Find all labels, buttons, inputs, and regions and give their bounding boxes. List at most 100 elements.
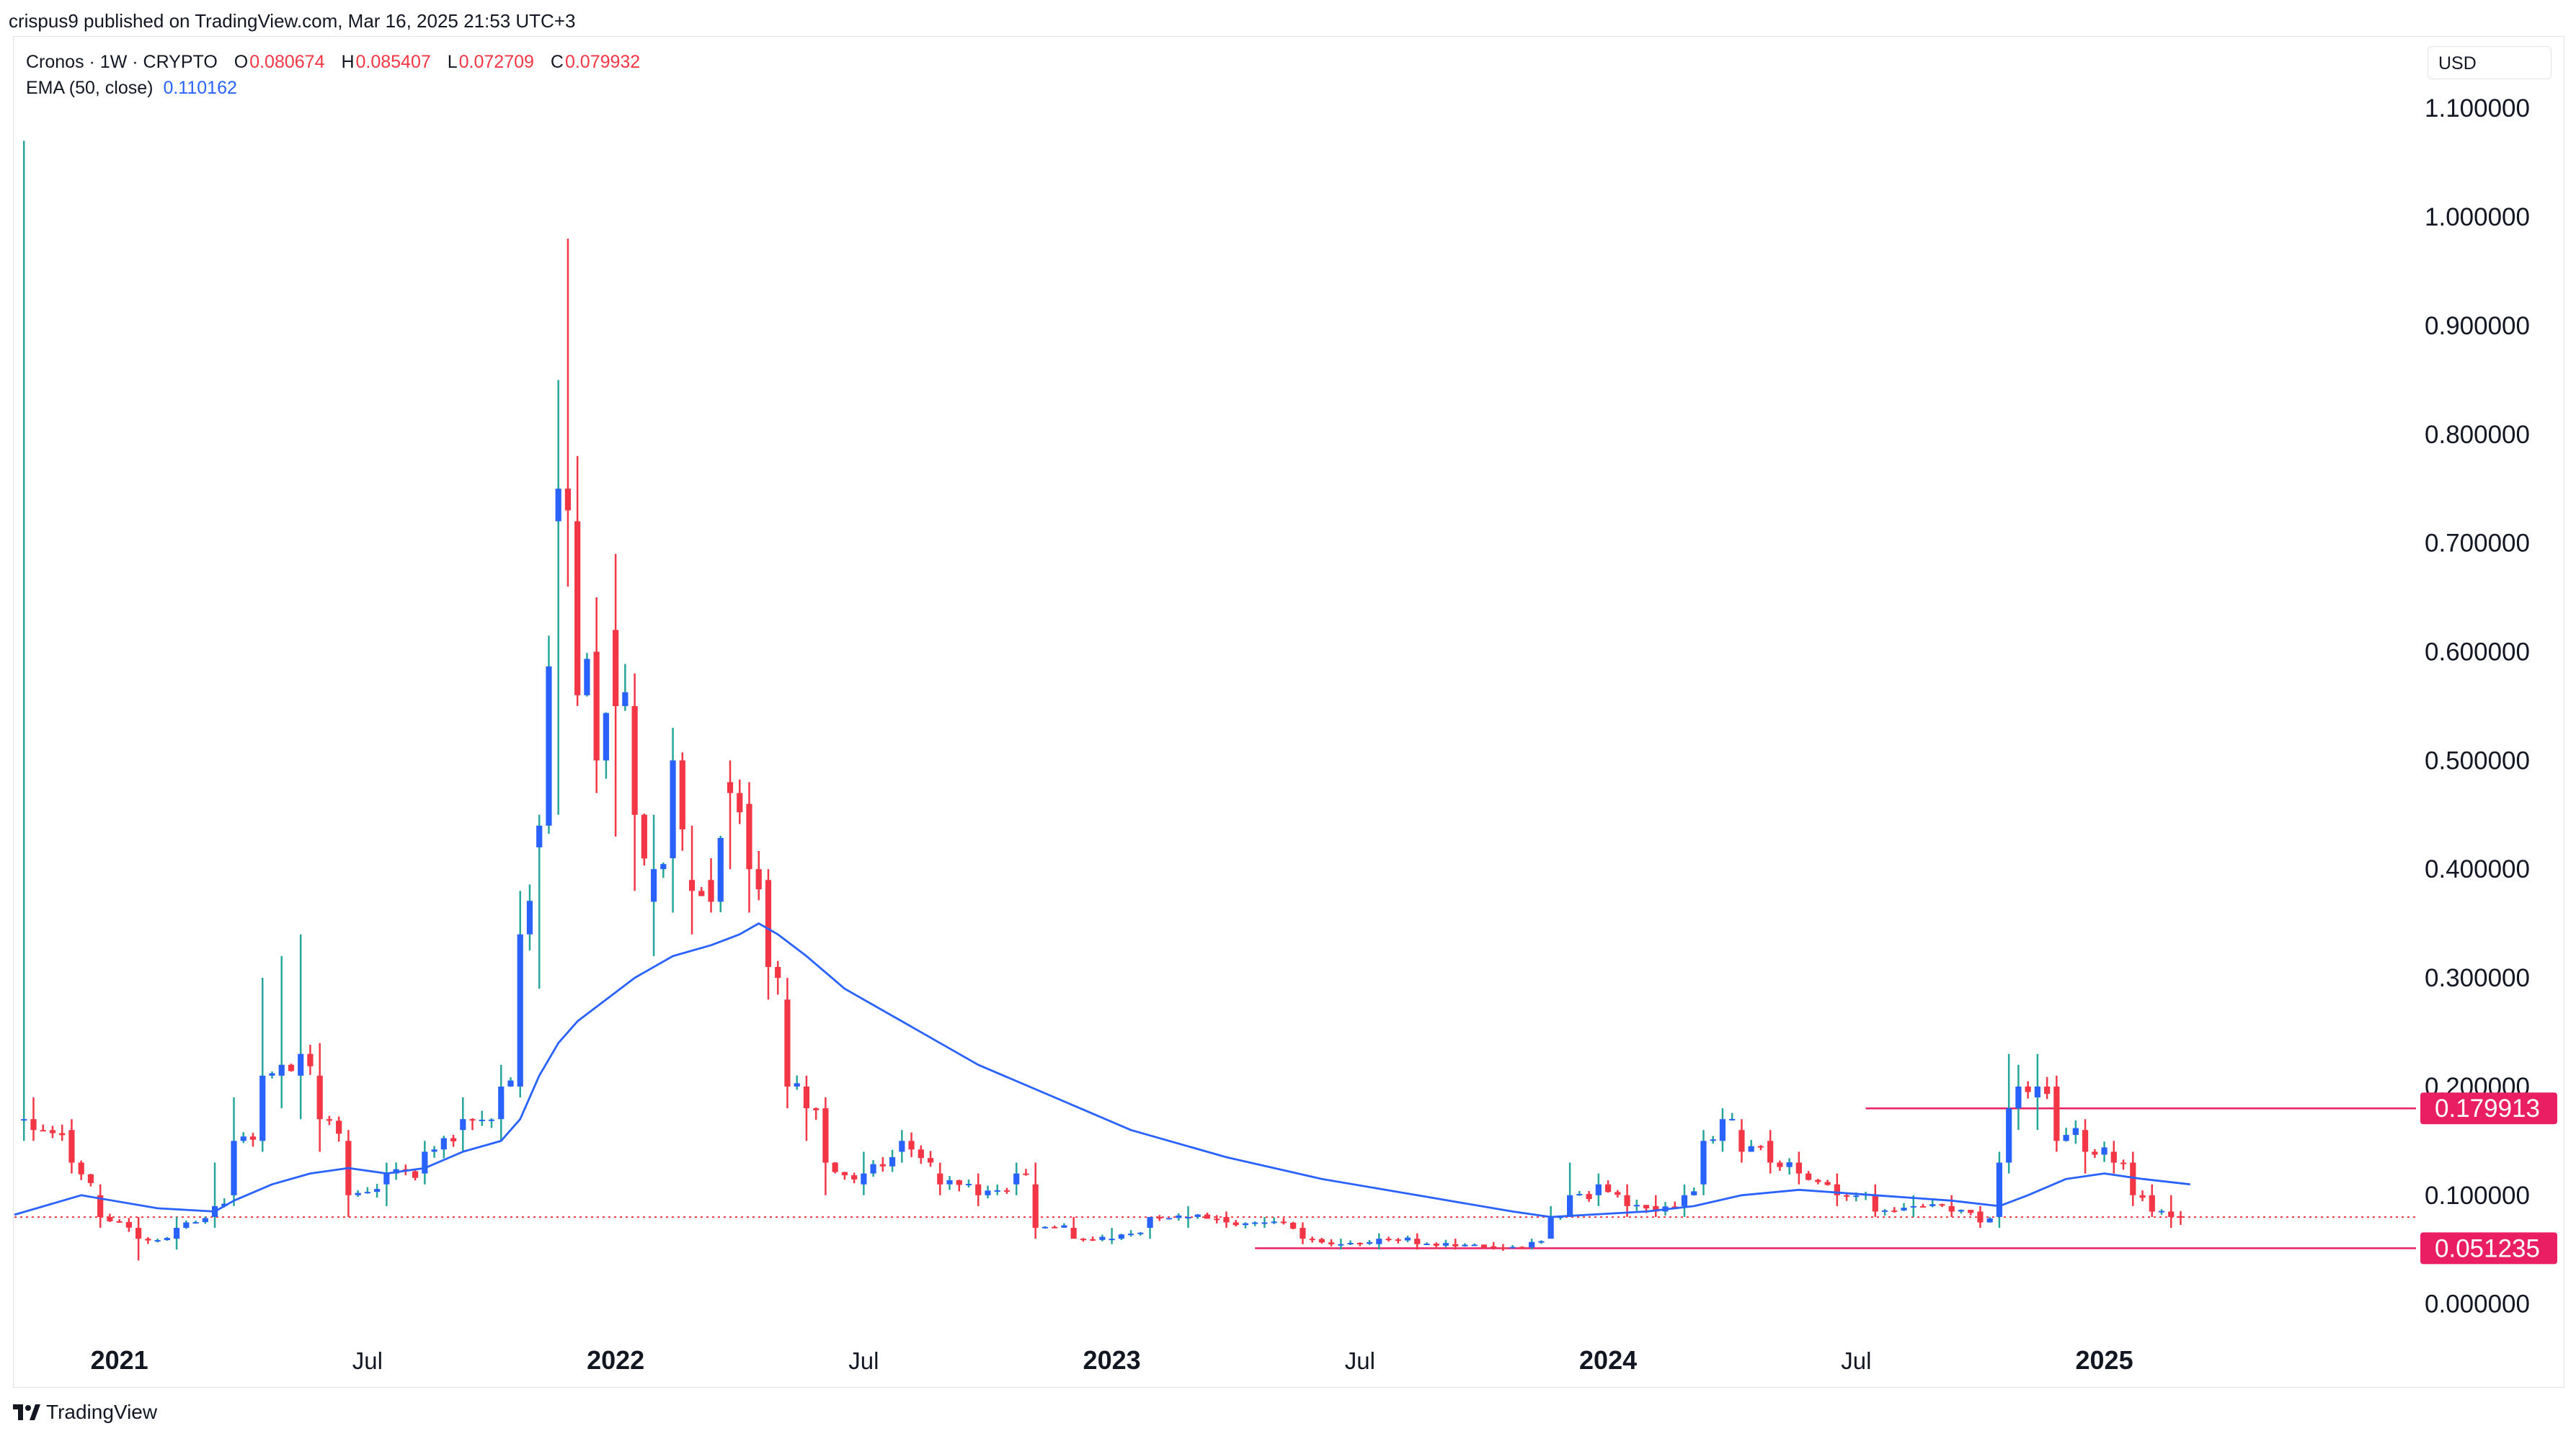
tradingview-footer: TradingView — [13, 1401, 157, 1424]
candle-body — [603, 713, 609, 761]
price-tick-label: 0.900000 — [2425, 312, 2530, 340]
candle-body — [145, 1239, 151, 1241]
candle-body — [1901, 1208, 1907, 1211]
candle-body — [1671, 1206, 1678, 1208]
candle-body — [708, 880, 714, 902]
candle-body — [574, 521, 581, 695]
candle-body — [841, 1172, 848, 1176]
candle-body — [192, 1222, 199, 1224]
low-value: 0.072709 — [458, 52, 534, 72]
candle-body — [460, 1119, 466, 1131]
candle-body — [1099, 1236, 1106, 1240]
candle-body — [2044, 1086, 2051, 1095]
candle-body — [1948, 1205, 1955, 1212]
candle-body — [1567, 1195, 1573, 1217]
candle-body — [154, 1240, 161, 1242]
candle-body — [1032, 1184, 1039, 1229]
candle-body — [364, 1192, 370, 1194]
candle-body — [326, 1119, 333, 1121]
candle-body — [1404, 1237, 1411, 1241]
candle-body — [584, 659, 590, 695]
candle-body — [536, 825, 543, 848]
candle-body — [2149, 1195, 2155, 1212]
candle-body — [1968, 1210, 1974, 1213]
candle-body — [1881, 1210, 1888, 1212]
candle-body — [1748, 1146, 1754, 1152]
candle-body — [479, 1119, 485, 1121]
candle-body — [507, 1080, 514, 1087]
candle-body — [679, 760, 685, 829]
symbol-label[interactable]: Cronos · 1W · CRYPTO — [26, 52, 218, 72]
close-label: C — [550, 52, 564, 72]
candle-body — [631, 705, 638, 815]
candle-body — [30, 1119, 37, 1131]
candle-body — [2053, 1086, 2060, 1141]
candle-body — [1013, 1173, 1020, 1185]
candle-body — [1615, 1192, 1621, 1195]
pane-border — [13, 36, 2564, 37]
candle-body — [660, 864, 667, 870]
candle-body — [737, 793, 743, 813]
candle-body — [1233, 1222, 1239, 1226]
candle-body — [1185, 1216, 1191, 1218]
candle-body — [861, 1173, 867, 1185]
candle-body — [794, 1083, 800, 1087]
candle-body — [1576, 1194, 1583, 1196]
candle-body — [355, 1192, 361, 1195]
candle-body — [183, 1222, 190, 1229]
time-tick-label: Jul — [848, 1347, 879, 1374]
candle-body — [288, 1064, 295, 1071]
candle-body — [498, 1086, 505, 1120]
candle-body — [1509, 1247, 1516, 1249]
candle-body — [1109, 1239, 1115, 1241]
chart-legend: Cronos · 1W · CRYPTO O0.080674 H0.085407… — [26, 49, 652, 101]
time-tick-label: 2023 — [1083, 1345, 1141, 1375]
candle-body — [1777, 1162, 1783, 1167]
pane-border — [13, 36, 14, 1388]
candle-body — [1757, 1146, 1764, 1148]
candle-body — [1624, 1195, 1630, 1206]
ema-legend-row[interactable]: EMA (50, close) 0.110162 — [26, 75, 652, 101]
candle-body — [307, 1053, 314, 1066]
candle-body — [1547, 1216, 1554, 1239]
candle-body — [1080, 1239, 1086, 1241]
candle-body — [173, 1228, 180, 1239]
candle-body — [1786, 1162, 1793, 1167]
candle-body — [1452, 1244, 1459, 1247]
candle-body — [1681, 1195, 1688, 1206]
price-tick-label: 0.400000 — [2425, 855, 2530, 883]
candle-body — [593, 651, 600, 761]
candle-body — [1986, 1218, 1993, 1223]
time-tick-label: Jul — [1841, 1347, 1871, 1374]
time-tick-label: 2025 — [2076, 1345, 2133, 1375]
candle-body — [2092, 1151, 2098, 1155]
candle-body — [1356, 1242, 1363, 1244]
candle-body — [2034, 1086, 2040, 1098]
candle-body — [1939, 1204, 1945, 1206]
candle-body — [298, 1053, 304, 1076]
candle-body — [1538, 1241, 1545, 1243]
currency-button[interactable]: USD — [2428, 46, 2551, 79]
candle-body — [68, 1130, 75, 1163]
candle-body — [21, 1119, 27, 1121]
candle-body — [688, 880, 696, 891]
time-tick-label: 2022 — [587, 1345, 644, 1375]
candle-body — [1595, 1184, 1602, 1195]
candle-body — [2025, 1086, 2031, 1092]
candle-body — [1176, 1215, 1182, 1218]
candle-body — [1872, 1195, 1878, 1212]
candle-body — [1414, 1239, 1421, 1244]
price-tick-label: 1.000000 — [2425, 203, 2530, 231]
candle-body — [1223, 1216, 1230, 1223]
candle-body — [1023, 1173, 1029, 1175]
ohlc-legend-row: Cronos · 1W · CRYPTO O0.080674 H0.085407… — [26, 49, 652, 75]
candle-body — [1824, 1182, 1831, 1185]
candle-body — [775, 966, 781, 978]
candle-body — [2177, 1216, 2184, 1218]
candle-body — [59, 1133, 66, 1136]
candle-body — [975, 1184, 982, 1195]
candle-body — [813, 1108, 820, 1110]
candle-body — [2015, 1086, 2022, 1109]
candle-body — [116, 1221, 123, 1223]
